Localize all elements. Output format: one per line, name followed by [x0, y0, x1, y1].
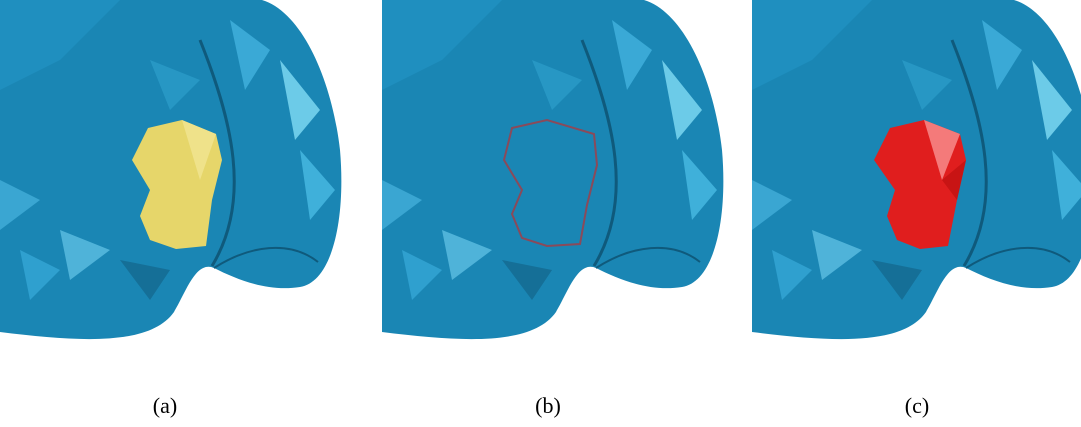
panel-b	[382, 0, 723, 339]
figure: (a) (b) (c)	[0, 0, 1081, 427]
mesh-render	[382, 0, 723, 339]
panel-label: (a)	[153, 393, 177, 418]
panel-label: (b)	[535, 393, 561, 418]
panel-label: (c)	[905, 393, 929, 418]
panel-a	[0, 0, 341, 339]
panel-c	[752, 0, 1081, 339]
